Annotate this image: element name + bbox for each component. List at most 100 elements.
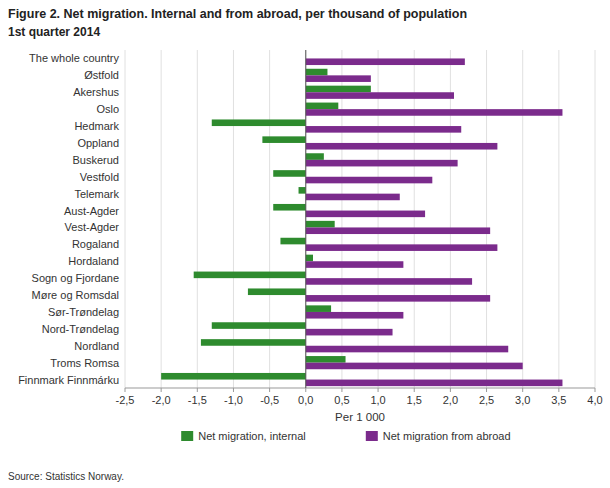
axis-label: Per 1 000 [335, 411, 385, 423]
tick-label: 2,5 [479, 394, 494, 406]
tick-label: 0,0 [298, 394, 313, 406]
bar [306, 109, 563, 116]
bar [262, 136, 305, 143]
bar [161, 373, 306, 380]
bar [306, 312, 404, 319]
category-label: Oppland [77, 137, 119, 149]
bar [273, 204, 306, 211]
bar [306, 160, 458, 167]
tick-label: -1,0 [224, 394, 243, 406]
bar [306, 103, 339, 110]
category-label: Rogaland [72, 238, 119, 250]
legend-label: Net migration, internal [198, 430, 306, 442]
bar [212, 322, 306, 329]
category-label: Møre og Romsdal [32, 289, 119, 301]
legend-label: Net migration from abroad [383, 430, 511, 442]
bar [306, 329, 393, 336]
category-label: Finnmark Finnmárku [18, 374, 119, 386]
category-label: Vest-Agder [65, 221, 120, 233]
category-label: Buskerud [73, 154, 119, 166]
bar [306, 75, 371, 82]
bar [306, 255, 313, 262]
grid-line [595, 50, 596, 388]
legend-swatch [181, 431, 193, 441]
tick-label: 3,0 [515, 394, 530, 406]
grid-line [378, 50, 379, 388]
bar [280, 238, 305, 245]
tick [522, 388, 523, 392]
bar [306, 177, 433, 184]
grid-line [486, 50, 487, 388]
legend: Net migration, internal Net migration fro… [181, 430, 510, 442]
tick-label: 1,0 [370, 394, 385, 406]
bar [306, 278, 472, 285]
axis-line [125, 388, 595, 389]
y-axis: The whole countryØstfoldAkershusOsloHedm… [18, 52, 120, 385]
tick [305, 388, 306, 392]
bar [306, 305, 331, 312]
bar [306, 363, 523, 370]
tick [378, 388, 379, 392]
bar [306, 346, 508, 353]
grid [125, 50, 595, 388]
bars [161, 58, 562, 386]
bar [248, 288, 306, 295]
bar [299, 187, 306, 194]
bar [201, 339, 306, 346]
grid-line [558, 50, 559, 388]
bar [306, 356, 346, 363]
tick [486, 388, 487, 392]
tick-label: -0,5 [260, 394, 279, 406]
tick [125, 388, 126, 392]
bar [306, 244, 498, 251]
category-label: Troms Romsa [50, 357, 120, 369]
category-label: Nord-Trøndelag [42, 323, 119, 335]
tick-label: -1,5 [188, 394, 207, 406]
bar [194, 272, 306, 279]
grid-line [197, 50, 198, 388]
bar [306, 194, 400, 201]
tick-label: 1,5 [407, 394, 422, 406]
tick [595, 388, 596, 392]
category-label: Sør-Trøndelag [48, 306, 119, 318]
tick [558, 388, 559, 392]
category-label: Telemark [74, 188, 119, 200]
x-axis: -2,5-2,0-1,5-1,0-0,50,00,51,01,52,02,53,… [116, 388, 603, 406]
bar [306, 211, 425, 218]
grid-line [233, 50, 234, 388]
bar [306, 86, 371, 93]
category-label: Vestfold [80, 171, 119, 183]
bar [306, 69, 328, 76]
tick [197, 388, 198, 392]
subtitle: 1st quarter 2014 [8, 25, 100, 39]
category-label: Nordland [74, 340, 119, 352]
grid-line [450, 50, 451, 388]
source: Source: Statistics Norway. [8, 471, 124, 482]
category-label: Sogn og Fjordane [32, 272, 119, 284]
bar [306, 221, 335, 228]
bar [306, 58, 465, 65]
bar [306, 261, 404, 268]
tick [341, 388, 342, 392]
tick-label: 4,0 [587, 394, 602, 406]
category-label: Akershus [73, 86, 119, 98]
grid-line [341, 50, 342, 388]
category-label: Aust-Agder [64, 205, 119, 217]
grid-line [305, 50, 306, 388]
category-label: The whole country [29, 52, 119, 64]
grid-line [269, 50, 270, 388]
tick [450, 388, 451, 392]
tick [414, 388, 415, 392]
title: Figure 2. Net migration. Internal and fr… [8, 7, 467, 21]
tick-label: -2,5 [116, 394, 135, 406]
tick-label: 0,5 [334, 394, 349, 406]
bar [306, 143, 498, 150]
tick-label: -2,0 [152, 394, 171, 406]
category-label: Hordaland [68, 255, 119, 267]
bar [306, 295, 490, 302]
zero-line [305, 50, 306, 388]
legend-swatch [366, 431, 378, 441]
bar [273, 170, 306, 177]
grid-line [414, 50, 415, 388]
category-label: Oslo [96, 103, 119, 115]
